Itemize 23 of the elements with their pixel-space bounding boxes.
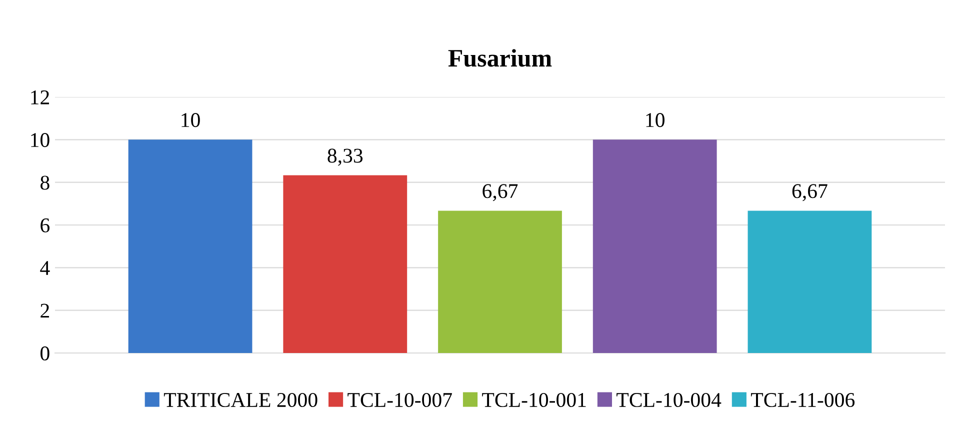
bar [128, 140, 252, 353]
legend-label: TRITICALE 2000 [164, 392, 318, 408]
y-tick-label: 2 [40, 304, 49, 318]
data-label: 6,67 [482, 184, 518, 202]
data-label: 6,67 [792, 184, 828, 202]
bar [748, 210, 872, 353]
legend-label: TCL-11-006 [751, 392, 855, 408]
bar [592, 140, 717, 353]
chart-title: Fusarium [448, 49, 552, 67]
data-label: 8,33 [328, 148, 363, 166]
y-tick-label: 8 [40, 176, 50, 190]
legend-label: TCL-10-001 [482, 392, 586, 408]
data-label: 10 [182, 113, 200, 128]
y-tick-label: 0 [40, 346, 50, 360]
y-tick-label: 12 [31, 90, 49, 104]
legend-label: TCL-10-004 [616, 392, 722, 408]
legend-label: TCL-10-007 [348, 392, 452, 408]
y-tick-label: 4 [40, 261, 50, 275]
y-tick-label: 6 [40, 218, 50, 232]
y-tick-label: 10 [31, 133, 50, 148]
bar [438, 210, 562, 353]
data-label: 10 [646, 113, 664, 128]
bar [283, 175, 408, 353]
